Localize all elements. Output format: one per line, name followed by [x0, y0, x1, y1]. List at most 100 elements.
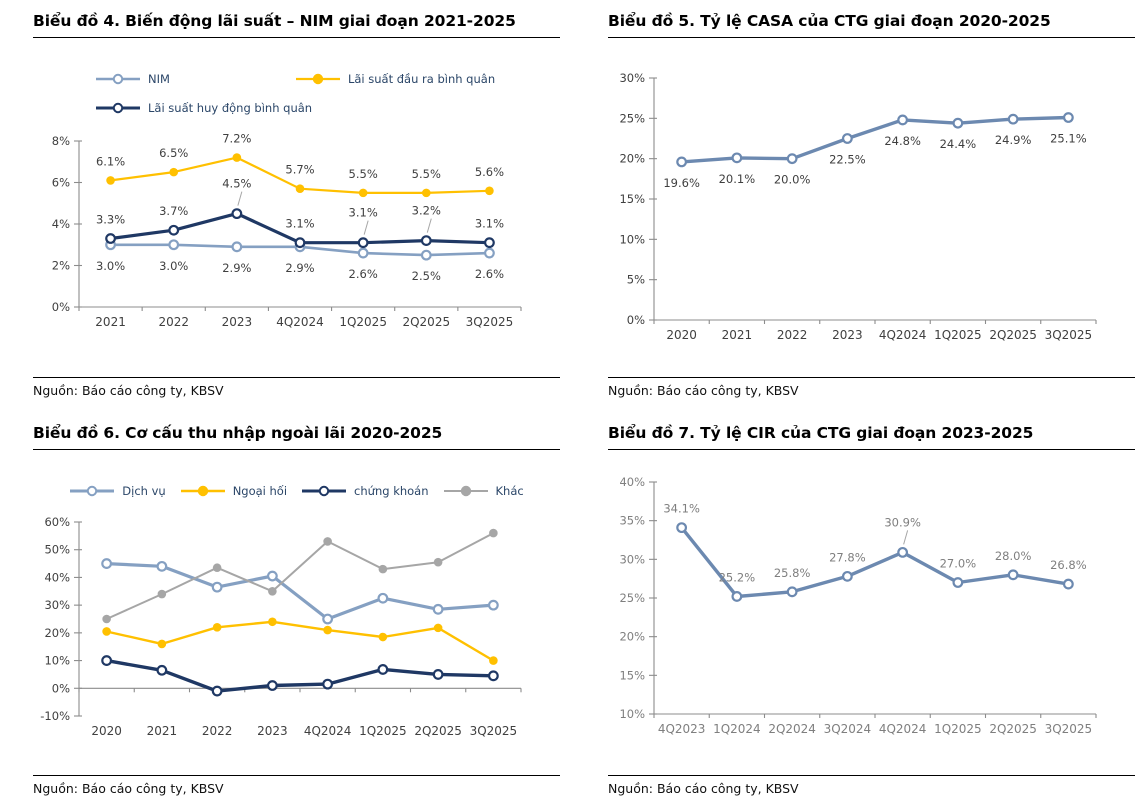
chart-panel-non-interest-income: Biểu đồ 6. Cơ cấu thu nhập ngoài lãi 202…: [33, 424, 560, 796]
svg-text:3.3%: 3.3%: [96, 213, 125, 227]
svg-text:40%: 40%: [619, 475, 645, 489]
svg-text:27.8%: 27.8%: [829, 550, 866, 564]
svg-text:4Q2024: 4Q2024: [879, 328, 927, 342]
chart-canvas: 10% 15% 20% 25% 30% 35% 40% 4Q2023 1Q2024 2Q2024 3…: [619, 475, 1097, 736]
legend-line-marker-icon: [295, 73, 340, 85]
svg-text:1Q2025: 1Q2025: [339, 315, 387, 329]
svg-text:26.8%: 26.8%: [1050, 558, 1087, 572]
svg-text:20%: 20%: [44, 626, 70, 640]
legend-line-marker-icon: [443, 485, 488, 497]
chart-panel-cir: Biểu đồ 7. Tỷ lệ CIR của CTG giai đoạn 2…: [608, 424, 1135, 796]
svg-text:2.6%: 2.6%: [349, 267, 378, 281]
svg-text:3.1%: 3.1%: [285, 217, 314, 231]
svg-text:4Q2024: 4Q2024: [276, 315, 324, 329]
legend-label: Dịch vụ: [122, 484, 166, 498]
svg-text:1Q2024: 1Q2024: [713, 722, 761, 736]
svg-text:15%: 15%: [619, 192, 645, 206]
svg-text:34.1%: 34.1%: [663, 502, 700, 516]
svg-text:19.6%: 19.6%: [663, 176, 700, 190]
svg-text:10%: 10%: [44, 654, 70, 668]
svg-text:27.0%: 27.0%: [940, 557, 977, 571]
svg-text:-10%: -10%: [40, 709, 70, 723]
svg-text:2023: 2023: [832, 328, 863, 342]
svg-text:2Q2025: 2Q2025: [402, 315, 450, 329]
chart-title: Biểu đồ 4. Biến động lãi suất – NIM giai…: [33, 12, 560, 38]
legend-item: Lãi suất đầu ra bình quân: [295, 72, 560, 86]
legend-label: Khác: [495, 484, 524, 498]
svg-text:24.9%: 24.9%: [995, 133, 1032, 147]
svg-text:5%: 5%: [627, 273, 645, 287]
spacer: [608, 350, 1135, 377]
svg-text:1Q2025: 1Q2025: [934, 328, 982, 342]
svg-text:3Q2024: 3Q2024: [824, 722, 872, 736]
svg-text:3Q2025: 3Q2025: [470, 724, 518, 738]
svg-text:20%: 20%: [619, 630, 645, 644]
legend-item: chứng khoán: [301, 484, 429, 498]
chart-title: Biểu đồ 5. Tỷ lệ CASA của CTG giai đoạn …: [608, 12, 1135, 38]
legend-item: Ngoại hối: [180, 484, 287, 498]
svg-text:4Q2023: 4Q2023: [658, 722, 706, 736]
svg-text:1Q2025: 1Q2025: [934, 722, 982, 736]
legend-line-marker-icon: [70, 485, 115, 497]
svg-text:3Q2025: 3Q2025: [1045, 328, 1093, 342]
svg-text:40%: 40%: [44, 570, 70, 584]
source-note: Nguồn: Báo cáo công ty, KBSV: [608, 775, 1135, 796]
svg-text:5.5%: 5.5%: [412, 167, 441, 181]
source-note: Nguồn: Báo cáo công ty, KBSV: [33, 377, 560, 398]
svg-text:3.1%: 3.1%: [349, 206, 378, 220]
legend-item: NIM: [95, 72, 295, 86]
svg-text:7.2%: 7.2%: [222, 132, 251, 146]
svg-text:35%: 35%: [619, 514, 645, 528]
svg-text:5.5%: 5.5%: [349, 167, 378, 181]
svg-text:3.1%: 3.1%: [475, 217, 504, 231]
svg-text:25%: 25%: [619, 591, 645, 605]
svg-text:20.0%: 20.0%: [774, 173, 811, 187]
chart-legend: NIM Lãi suất đầu ra bình quân Lãi suất huy…: [33, 72, 560, 115]
legend-line-marker-icon: [302, 485, 347, 497]
legend-item: Khác: [443, 484, 524, 498]
legend-item: Dịch vụ: [69, 484, 166, 498]
chart-title: Biểu đồ 7. Tỷ lệ CIR của CTG giai đoạn 2…: [608, 424, 1135, 450]
chart-panel-nim: Biểu đồ 4. Biến động lãi suất – NIM giai…: [33, 12, 560, 398]
svg-text:24.8%: 24.8%: [884, 134, 921, 148]
svg-text:2.6%: 2.6%: [475, 267, 504, 281]
svg-text:3Q2025: 3Q2025: [466, 315, 514, 329]
svg-text:3.0%: 3.0%: [96, 259, 125, 273]
svg-text:5.7%: 5.7%: [285, 163, 314, 177]
svg-text:25.2%: 25.2%: [719, 570, 756, 584]
svg-text:4Q2024: 4Q2024: [304, 724, 352, 738]
chart-title: Biểu đồ 6. Cơ cấu thu nhập ngoài lãi 202…: [33, 424, 560, 450]
source-note: Nguồn: Báo cáo công ty, KBSV: [33, 775, 560, 796]
svg-text:15%: 15%: [619, 668, 645, 682]
svg-text:0%: 0%: [52, 681, 70, 695]
svg-text:2Q2025: 2Q2025: [989, 722, 1037, 736]
svg-text:2022: 2022: [777, 328, 808, 342]
svg-text:2%: 2%: [52, 259, 70, 273]
svg-text:2.5%: 2.5%: [412, 269, 441, 283]
legend-item: Lãi suất huy động bình quân: [95, 101, 312, 115]
svg-text:30%: 30%: [44, 598, 70, 612]
legend-line-marker-icon: [96, 73, 140, 85]
svg-text:28.0%: 28.0%: [995, 549, 1032, 563]
svg-text:4Q2024: 4Q2024: [879, 722, 927, 736]
svg-text:3.0%: 3.0%: [159, 259, 188, 273]
svg-text:6%: 6%: [52, 176, 70, 190]
chart-panel-casa: Biểu đồ 5. Tỷ lệ CASA của CTG giai đoạn …: [608, 12, 1135, 398]
svg-text:6.5%: 6.5%: [159, 146, 188, 160]
spacer: [33, 337, 560, 377]
legend-line-marker-icon: [96, 102, 140, 114]
legend-label: NIM: [148, 72, 170, 86]
svg-text:25%: 25%: [619, 111, 645, 125]
svg-text:2022: 2022: [158, 315, 189, 329]
svg-text:60%: 60%: [44, 515, 70, 529]
chart-canvas: -10% 0% 10% 20% 30% 40% 50% 60% 2020 2021 2022 2023…: [40, 515, 522, 738]
svg-text:30%: 30%: [619, 71, 645, 85]
svg-text:2Q2025: 2Q2025: [989, 328, 1037, 342]
svg-text:2020: 2020: [666, 328, 697, 342]
chart-legend: Dịch vụ Ngoại hối chứng khoán Khác: [33, 484, 560, 498]
source-note: Nguồn: Báo cáo công ty, KBSV: [608, 377, 1135, 398]
svg-text:3Q2025: 3Q2025: [1045, 722, 1093, 736]
svg-text:2020: 2020: [91, 724, 122, 738]
svg-text:2023: 2023: [222, 315, 253, 329]
